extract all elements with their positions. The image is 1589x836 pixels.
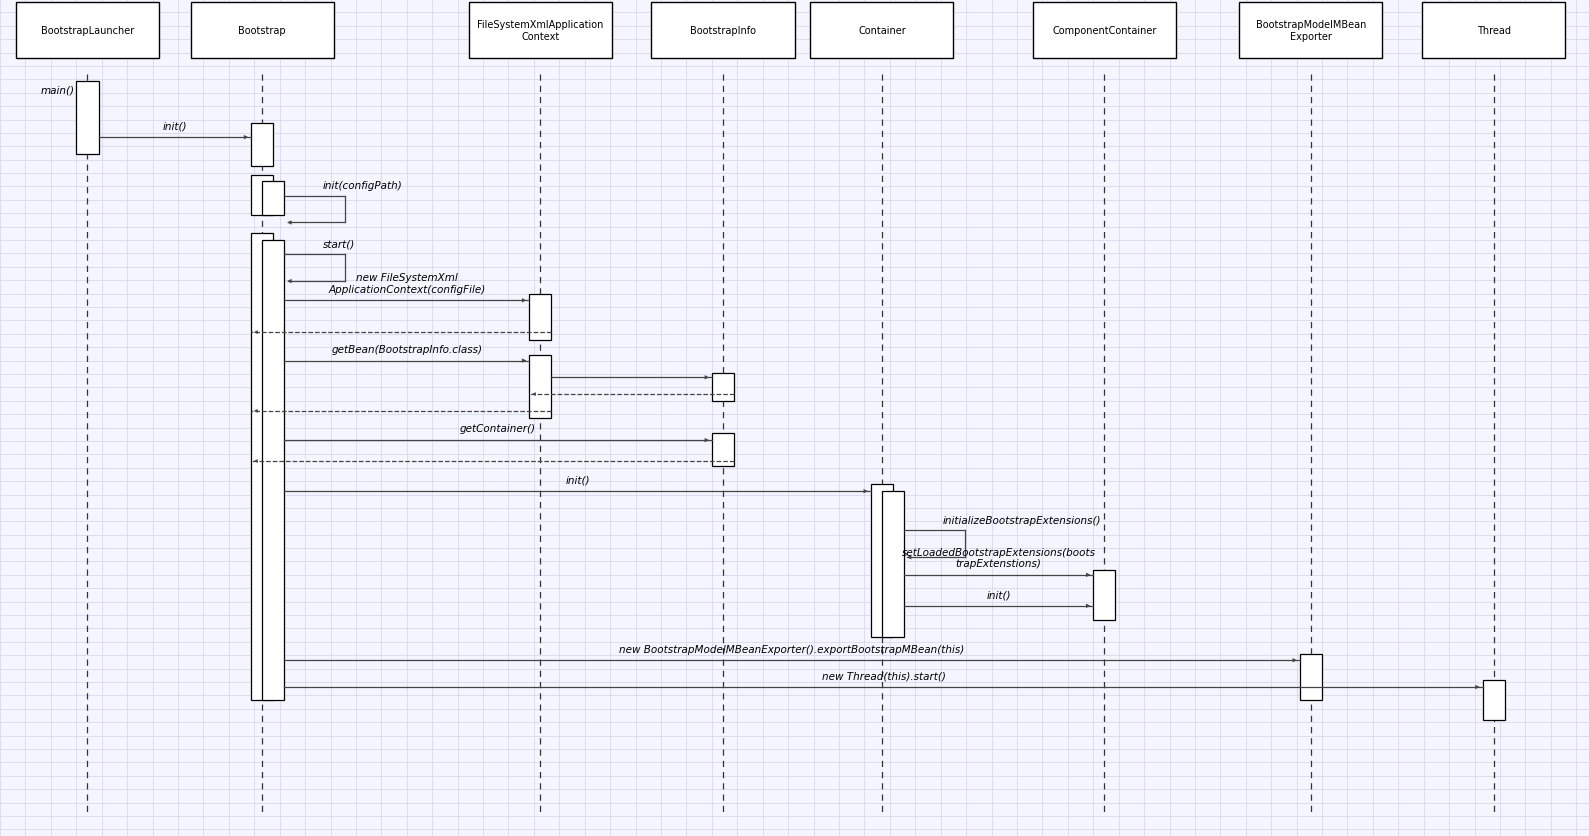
Bar (1300, 654, 1322, 701)
Bar (262, 182, 284, 216)
Bar (810, 3, 953, 59)
Text: main(): main() (41, 85, 75, 95)
Text: init(configPath): init(configPath) (323, 181, 402, 191)
Bar (251, 124, 273, 167)
Bar (191, 3, 334, 59)
Bar (651, 3, 794, 59)
Bar (529, 355, 551, 418)
Text: new Thread(this).start(): new Thread(this).start() (822, 670, 945, 681)
Text: init(): init() (987, 589, 1011, 599)
Text: FileSystemXmlApplication
Context: FileSystemXmlApplication Context (477, 20, 604, 42)
Bar (1093, 570, 1115, 620)
Bar (262, 241, 284, 701)
Text: getBean(BootstrapInfo.class): getBean(BootstrapInfo.class) (331, 344, 483, 354)
Bar (1239, 3, 1382, 59)
Bar (1483, 681, 1505, 721)
Text: initializeBootstrapExtensions(): initializeBootstrapExtensions() (942, 515, 1101, 525)
Text: ComponentContainer: ComponentContainer (1052, 26, 1157, 36)
Bar (1033, 3, 1176, 59)
Bar (882, 492, 904, 637)
Bar (712, 433, 734, 466)
Bar (529, 294, 551, 341)
Text: Thread: Thread (1476, 26, 1511, 36)
Bar (251, 176, 273, 216)
Bar (1422, 3, 1565, 59)
Bar (712, 374, 734, 401)
Text: Container: Container (858, 26, 906, 36)
Text: getContainer(): getContainer() (461, 424, 535, 434)
Text: init(): init() (566, 475, 590, 485)
Text: init(): init() (162, 121, 188, 131)
Text: new BootstrapModelMBeanExporter().exportBootstrapMBean(this): new BootstrapModelMBeanExporter().export… (620, 644, 965, 654)
Bar (76, 82, 99, 155)
Text: BootstrapInfo: BootstrapInfo (690, 26, 756, 36)
Text: BootstrapModelMBean
Exporter: BootstrapModelMBean Exporter (1255, 20, 1367, 42)
Bar (871, 485, 893, 637)
Text: BootstrapLauncher: BootstrapLauncher (41, 26, 133, 36)
Text: setLoadedBootstrapExtensions(boots
trapExtenstions): setLoadedBootstrapExtensions(boots trapE… (901, 547, 1096, 568)
Bar (16, 3, 159, 59)
Text: start(): start() (323, 239, 354, 249)
Bar (469, 3, 612, 59)
Text: new FileSystemXml
ApplicationContext(configFile): new FileSystemXml ApplicationContext(con… (329, 273, 485, 294)
Bar (251, 234, 273, 701)
Text: Bootstrap: Bootstrap (238, 26, 286, 36)
